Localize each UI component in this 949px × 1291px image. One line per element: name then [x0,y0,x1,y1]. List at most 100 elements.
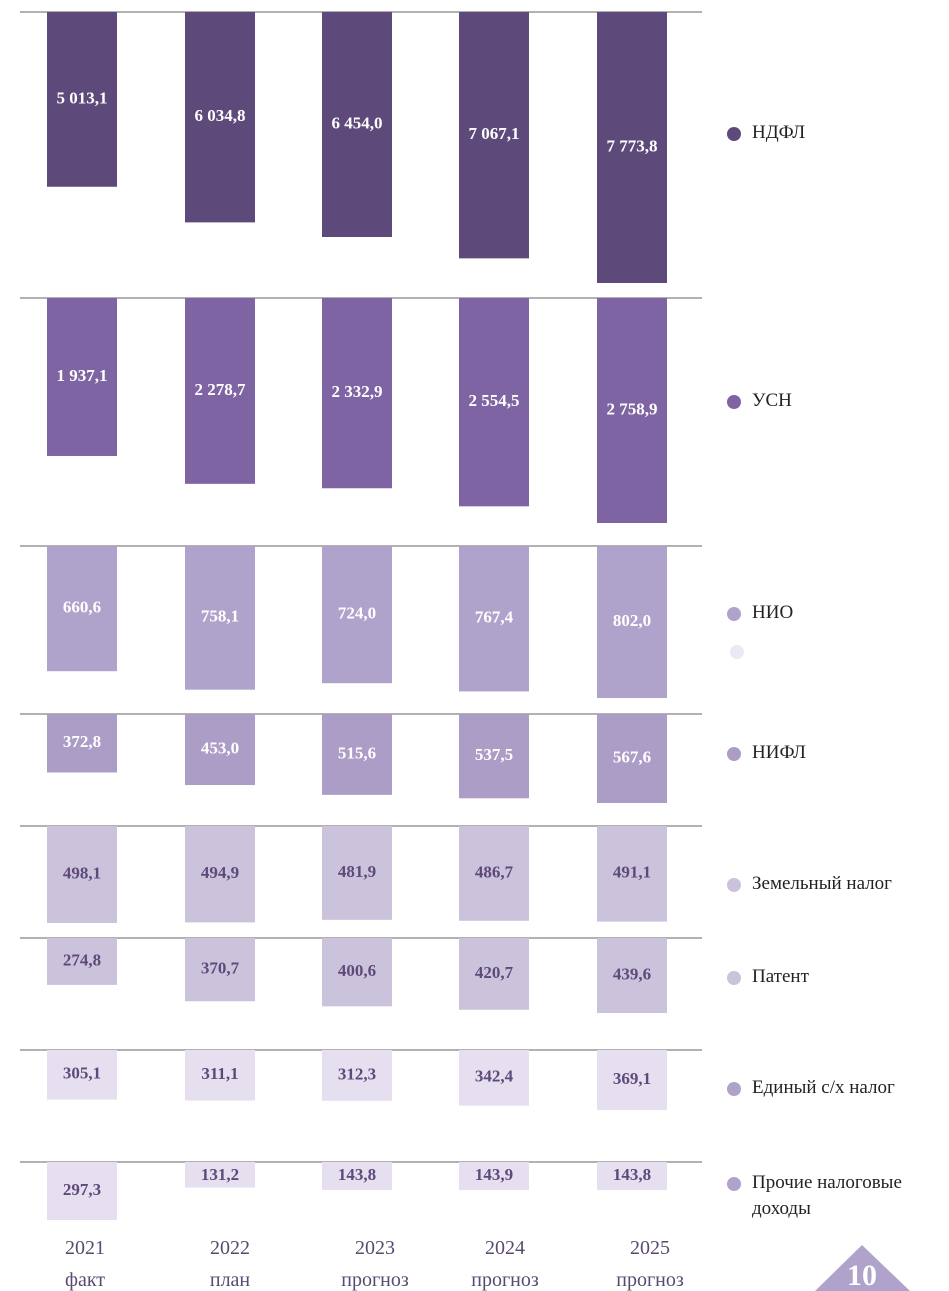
page-badge [815,1245,910,1291]
bar [597,938,667,1013]
bar [185,1050,255,1101]
legend-label: Единый с/х налог [752,1077,895,1098]
legend-dot [727,971,741,985]
bar [322,714,392,795]
page-number: 10 [847,1259,877,1291]
x-tick-label: 2024 прогноз [471,1237,539,1291]
value-label: 2 332,9 [332,382,383,401]
bar [322,298,392,489]
bar [459,714,529,799]
bar [459,298,529,507]
value-label: 498,1 [63,863,101,882]
bar [459,826,529,921]
legend-label: Прочие налоговые доходы [752,1172,902,1219]
legend-label: НИФЛ [752,742,806,763]
value-label: 2 758,9 [607,399,658,418]
value-label: 370,7 [201,959,240,978]
legend-label: Земельный налог [752,873,892,894]
value-label: 481,9 [338,862,376,881]
legend-label: НДФЛ [752,122,806,143]
value-label: 312,3 [338,1064,376,1083]
legend-dot [727,878,741,892]
value-label: 767,4 [475,608,514,627]
value-label: 369,1 [613,1069,651,1088]
bar [47,12,117,187]
bar [185,714,255,786]
value-label: 1 937,1 [57,366,108,385]
bar [185,12,255,223]
bar [185,546,255,690]
bar [47,714,117,773]
x-tick-label: 2021 факт [64,1237,106,1291]
legend-dot [727,395,741,409]
value-label: 7 773,8 [607,136,658,155]
value-label: 274,8 [63,950,101,969]
value-label: 2 278,7 [195,380,247,399]
legend-label: Патент [752,966,809,987]
value-label: 400,6 [338,961,376,980]
value-label: 342,4 [475,1067,514,1086]
bar [597,298,667,523]
value-label: 802,0 [613,611,651,630]
value-label: 537,5 [475,745,513,764]
value-label: 7 067,1 [469,124,520,143]
value-label: 6 454,0 [332,113,383,132]
x-tick-label: 2022 план [209,1237,251,1291]
value-label: 5 013,1 [57,88,108,107]
legend-dot [727,1082,741,1096]
legend-dot [727,747,741,761]
legend-dot [727,607,741,621]
value-label: 486,7 [475,862,514,881]
value-label: 439,6 [613,964,651,983]
legend-dot [727,1177,741,1191]
value-label: 758,1 [201,607,239,626]
legend-label: УСН [752,390,792,411]
bar [47,1050,117,1100]
value-label: 143,8 [338,1165,376,1184]
value-label: 491,1 [613,863,651,882]
bar [185,298,255,484]
value-label: 567,6 [613,747,651,766]
value-label: 660,6 [63,598,101,617]
bar [322,826,392,920]
bar [597,826,667,922]
legend-dot [727,127,741,141]
bar [322,546,392,684]
bar [459,12,529,259]
bar [459,1162,529,1191]
bar [459,1050,529,1106]
x-tick-label: 2025 прогноз [616,1237,684,1291]
bar [185,1162,255,1188]
value-label: 724,0 [338,604,376,623]
bar [47,826,117,923]
bar [47,938,117,985]
value-label: 143,8 [613,1165,651,1184]
value-label: 494,9 [201,863,239,882]
bar [47,1162,117,1220]
bar [322,1050,392,1101]
bar [185,826,255,923]
x-tick-label: 2023 прогноз [341,1237,409,1291]
value-label: 420,7 [475,963,514,982]
value-label: 297,3 [63,1180,101,1199]
bar [597,1162,667,1191]
value-label: 311,1 [201,1064,238,1083]
bar [322,12,392,237]
bar [459,546,529,692]
legend-label: НИО [752,602,794,623]
value-label: 6 034,8 [195,106,246,125]
bar [47,546,117,672]
decor-dot [730,645,744,659]
bar [597,546,667,698]
value-label: 143,9 [475,1165,513,1184]
bar [597,1050,667,1110]
bar [597,714,667,803]
value-label: 305,1 [63,1064,101,1083]
bar [322,938,392,1007]
value-label: 131,2 [201,1165,239,1184]
value-label: 515,6 [338,743,376,762]
bar [185,938,255,1002]
value-label: 2 554,5 [469,391,520,410]
